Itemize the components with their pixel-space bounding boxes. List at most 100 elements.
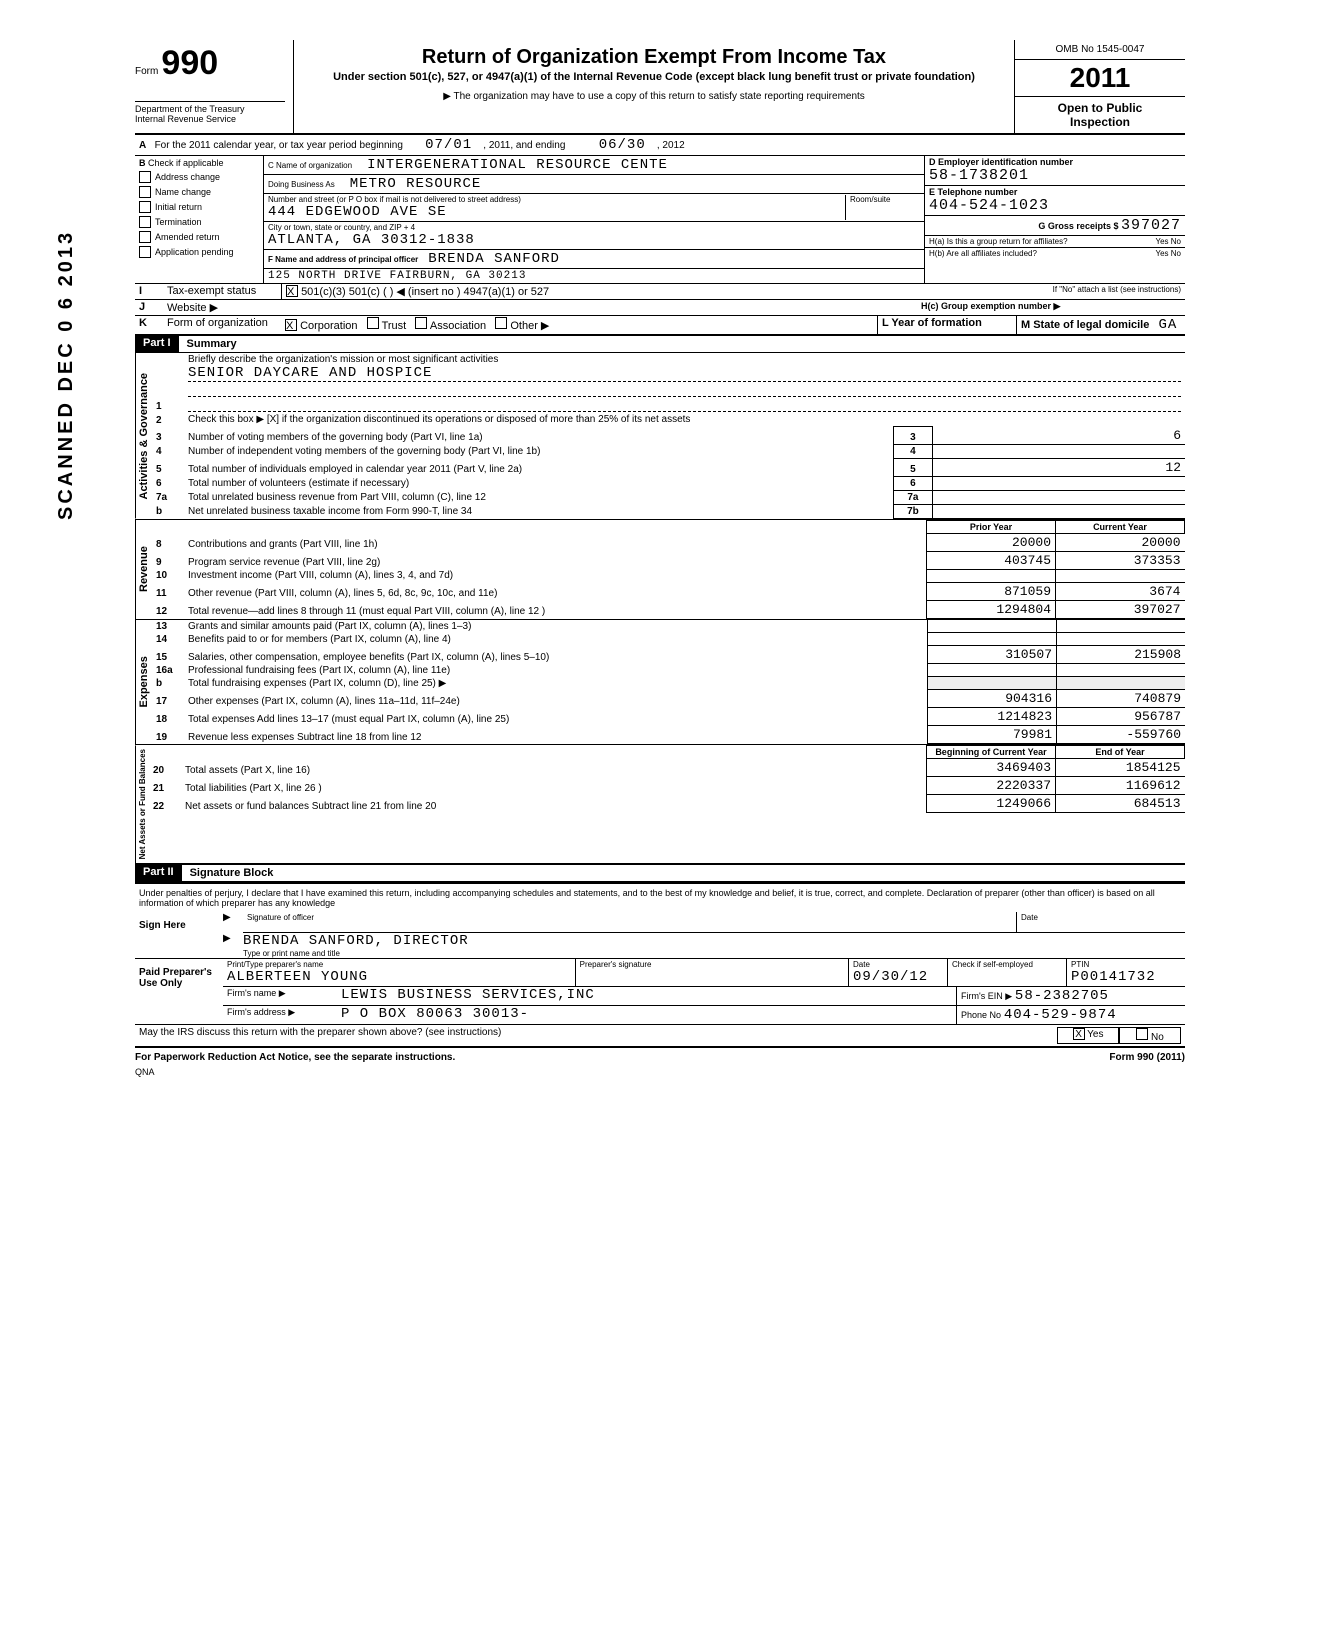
cb-address-change[interactable]: [139, 171, 151, 183]
cb-app-pending[interactable]: [139, 246, 151, 258]
vlabel-ag: Activities & Governance: [135, 353, 152, 519]
prep-sig-label: Preparer's signature: [580, 960, 844, 969]
ein: 58-1738201: [929, 167, 1029, 184]
name-title-label: Type or print name and title: [243, 949, 1185, 958]
l8: Contributions and grants (Part VIII, lin…: [184, 533, 927, 551]
cb-amended[interactable]: [139, 231, 151, 243]
l9: Program service revenue (Part VIII, line…: [184, 551, 927, 569]
l10: Investment income (Part VIII, column (A)…: [184, 569, 927, 582]
l9p: 403745: [927, 551, 1056, 569]
cb-501c3[interactable]: X: [286, 285, 298, 297]
k-label: Form of organization: [163, 316, 281, 334]
vlabel-na: Net Assets or Fund Balances: [135, 745, 149, 863]
l17: Other expenses (Part IX, column (A), lin…: [184, 690, 928, 708]
l11p: 871059: [927, 582, 1056, 600]
sig-officer-label: Signature of officer: [247, 913, 1012, 922]
prep-date: 09/30/12: [853, 969, 928, 985]
period-begin: 07/01: [425, 137, 472, 153]
l8p: 20000: [927, 533, 1056, 551]
l19: Revenue less expenses Subtract line 18 f…: [184, 726, 928, 744]
firm-name: LEWIS BUSINESS SERVICES,INC: [341, 987, 956, 1005]
gross-label: G Gross receipts $: [1038, 221, 1118, 231]
officer-addr: 125 NORTH DRIVE FAIRBURN, GA 30213: [268, 270, 526, 282]
vlabel-exp: Expenses: [135, 620, 152, 745]
ha-label: H(a) Is this a group return for affiliat…: [929, 237, 1068, 246]
period-end-year: , 2012: [657, 140, 685, 151]
room-label: Room/suite: [850, 195, 920, 204]
discuss-no: No: [1151, 1032, 1164, 1043]
sig-date-label: Date: [1021, 913, 1181, 922]
city-label: City or town, state or country, and ZIP …: [268, 223, 920, 232]
cb-other[interactable]: [495, 317, 507, 329]
cb-initial-return[interactable]: [139, 201, 151, 213]
l17c: 740879: [1057, 690, 1186, 708]
l16a: Professional fundraising fees (Part IX, …: [184, 664, 928, 677]
line-a-mid: , 2011, and ending: [483, 140, 565, 151]
dept-irs: Internal Revenue Service: [135, 114, 285, 124]
cb-assoc[interactable]: [415, 317, 427, 329]
l11: Other revenue (Part VIII, column (A), li…: [184, 582, 927, 600]
l20c: 1854125: [1056, 759, 1185, 777]
cb-name-change[interactable]: [139, 186, 151, 198]
dba-label: Doing Business As: [268, 180, 335, 189]
l18p: 1214823: [928, 708, 1057, 726]
k-other: Other ▶: [510, 320, 549, 332]
form-subtitle: Under section 501(c), 527, or 4947(a)(1)…: [302, 71, 1006, 83]
prep-name-label: Print/Type preparer's name: [227, 960, 571, 969]
discuss-yes: Yes: [1087, 1029, 1103, 1040]
dba-name: METRO RESOURCE: [350, 176, 482, 192]
lbl-app-pending: Application pending: [155, 247, 234, 257]
ptin: P00141732: [1071, 969, 1156, 985]
k-corp: Corporation: [300, 320, 357, 332]
l19c: -559760: [1057, 726, 1186, 744]
officer-label: F Name and address of principal officer: [268, 255, 418, 264]
city: ATLANTA, GA 30312-1838: [268, 232, 475, 248]
l7a: Total unrelated business revenue from Pa…: [184, 490, 893, 504]
line-a: A For the 2011 calendar year, or tax yea…: [135, 135, 1185, 156]
l18: Total expenses Add lines 13–17 (must equ…: [184, 708, 928, 726]
l17p: 904316: [928, 690, 1057, 708]
l3: Number of voting members of the governin…: [184, 427, 893, 445]
paid-preparer: Paid Preparer's Use Only: [135, 959, 223, 1024]
cb-discuss-yes[interactable]: X: [1073, 1028, 1085, 1040]
discuss-text: May the IRS discuss this return with the…: [139, 1027, 1057, 1044]
line-a-text: For the 2011 calendar year, or tax year …: [155, 140, 403, 151]
l18c: 956787: [1057, 708, 1186, 726]
sign-here: Sign Here: [135, 912, 223, 958]
i-label: Tax-exempt status: [163, 284, 282, 299]
self-employed: Check if self-employed: [948, 959, 1067, 986]
cb-corp[interactable]: X: [285, 319, 297, 331]
street: 444 EDGEWOOD AVE SE: [268, 204, 447, 220]
cb-discuss-no[interactable]: [1136, 1028, 1148, 1040]
ha-yn: Yes No: [1156, 237, 1182, 246]
cb-trust[interactable]: [367, 317, 379, 329]
l12: Total revenue—add lines 8 through 11 (mu…: [184, 600, 927, 618]
firm-phone: 404-529-9874: [1004, 1007, 1117, 1023]
vlabel-rev: Revenue: [135, 520, 152, 619]
l1-value: SENIOR DAYCARE AND HOSPICE: [188, 365, 1181, 382]
prep-date-label: Date: [853, 960, 943, 969]
firm-ein: 58-2382705: [1015, 988, 1109, 1004]
l16b: Total fundraising expenses (Part IX, col…: [184, 677, 928, 690]
prior-head: Prior Year: [927, 520, 1056, 533]
k-trust: Trust: [382, 320, 407, 332]
l5: Total number of individuals employed in …: [184, 458, 893, 476]
perjury-text: Under penalties of perjury, I declare th…: [135, 884, 1185, 912]
hb-label: H(b) Are all affiliates included?: [929, 249, 1037, 258]
l15c: 215908: [1057, 646, 1186, 664]
cb-termination[interactable]: [139, 216, 151, 228]
l4: Number of independent voting members of …: [184, 444, 893, 458]
year-formation-label: L Year of formation: [882, 317, 982, 329]
officer-print: BRENDA SANFORD, DIRECTOR: [243, 933, 1185, 949]
prep-name: ALBERTEEN YOUNG: [227, 969, 368, 985]
firm-phone-label: Phone No: [961, 1010, 1001, 1020]
hb-yn: Yes No: [1156, 249, 1182, 258]
firm-addr-label: Firm's address ▶: [223, 1006, 341, 1024]
l7b: Net unrelated business taxable income fr…: [184, 504, 893, 518]
l14: Benefits paid to or for members (Part IX…: [184, 633, 928, 646]
website-label: Website ▶: [163, 300, 917, 315]
phone-label: E Telephone number: [929, 187, 1017, 197]
l11c: 3674: [1056, 582, 1185, 600]
state-label: M State of legal domicile: [1021, 319, 1149, 331]
period-end: 06/30: [599, 137, 646, 153]
